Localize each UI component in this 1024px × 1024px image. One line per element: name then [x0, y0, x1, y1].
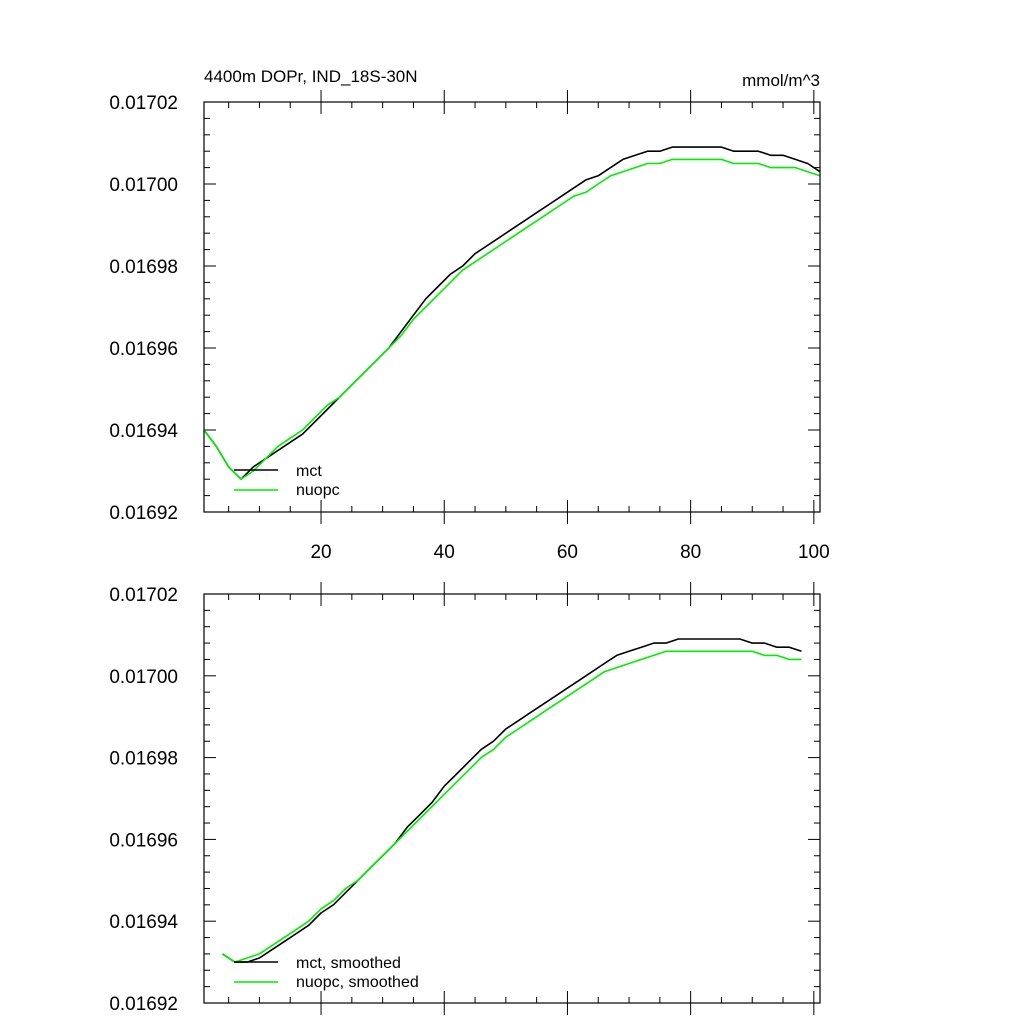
y-tick-label: 0.01696 [109, 339, 178, 360]
series-line-mct-smoothed [222, 638, 802, 963]
series-lines [222, 638, 802, 963]
y-tick-label: 0.01694 [109, 912, 178, 933]
legend: mct, smoothed nuopc, smoothed [234, 955, 419, 991]
x-tick-label: 40 [434, 542, 455, 563]
x-tick-labels: 20 40 60 80 100 [310, 542, 829, 563]
series-line-nuopc [203, 158, 821, 481]
series-lines [203, 146, 821, 481]
legend-label-nuopc-smoothed: nuopc, smoothed [296, 974, 419, 991]
top-chart: 4400m DOPr, IND_18S-30N mmol/m^3 0.01692… [109, 67, 829, 563]
legend-label-mct: mct [296, 463, 322, 480]
series-line-mct [203, 146, 821, 481]
x-tick-label: 60 [557, 542, 578, 563]
chart-title: 4400m DOPr, IND_18S-30N [204, 67, 418, 86]
y-tick-labels: 0.01692 0.01694 0.01696 0.01698 0.01700 0.017… [109, 93, 178, 524]
x-tick-label: 80 [680, 542, 701, 563]
y-tick-label: 0.01700 [109, 175, 178, 196]
y-tick-label: 0.01698 [109, 257, 178, 278]
tick-marks [204, 90, 820, 524]
y-tick-label: 0.01702 [109, 93, 178, 114]
y-tick-label: 0.01700 [109, 667, 178, 688]
y-tick-label: 0.01692 [109, 503, 178, 524]
y-tick-label: 0.01702 [109, 585, 178, 606]
y-tick-labels: 0.01692 0.01694 0.01696 0.01698 0.01700 0.017… [109, 585, 178, 1015]
bottom-chart: 0.01692 0.01694 0.01696 0.01698 0.01700 0.017… [109, 582, 821, 1015]
tick-marks [204, 582, 820, 1015]
y-tick-label: 0.01694 [109, 421, 178, 442]
series-line-nuopc-smoothed [222, 650, 802, 963]
y-tick-label: 0.01698 [109, 749, 178, 770]
y-tick-label: 0.01692 [109, 994, 178, 1015]
legend: mct nuopc [234, 463, 340, 499]
y-tick-label: 0.01696 [109, 830, 178, 851]
legend-label-mct-smoothed: mct, smoothed [296, 955, 401, 972]
legend-label-nuopc: nuopc [296, 482, 340, 499]
plot-frame [203, 101, 821, 513]
units-label: mmol/m^3 [742, 71, 820, 90]
plot-frame [203, 593, 821, 1004]
x-tick-label: 20 [310, 542, 331, 563]
x-tick-label: 100 [798, 542, 830, 563]
